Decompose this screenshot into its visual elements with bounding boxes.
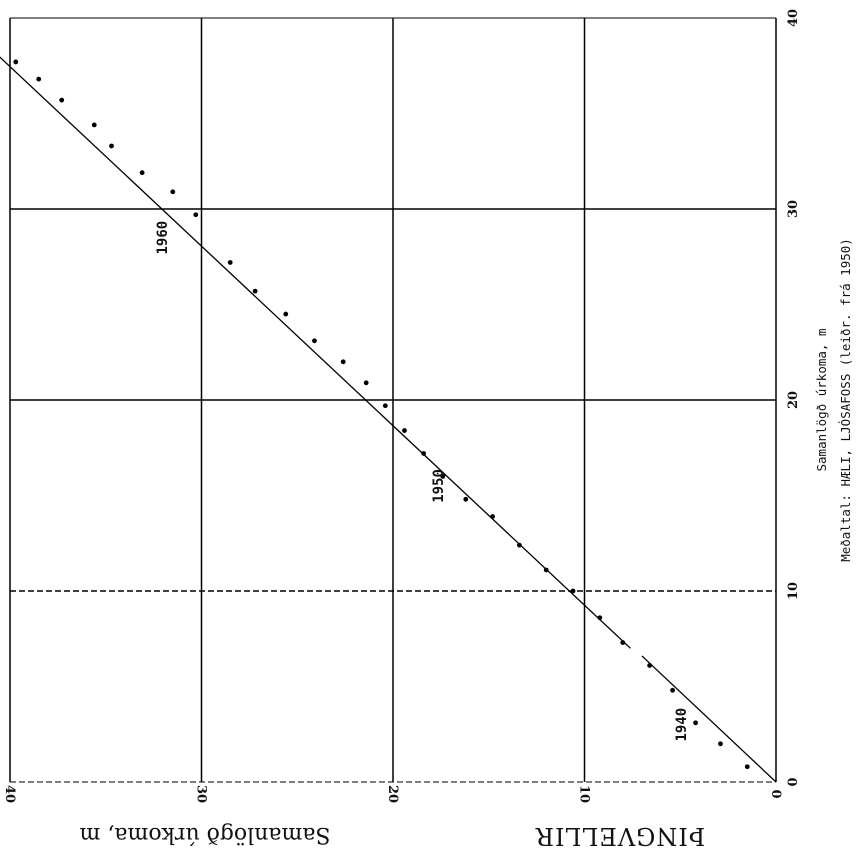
data-point [312,338,317,344]
grid [9,17,777,783]
data-point [570,588,576,594]
year-label: 1960 [155,221,171,255]
data-point [718,741,723,747]
data-point [382,403,388,409]
data-point [193,212,199,218]
bottom-axis-label: Samanlögð úrkoma, m [79,822,330,847]
y-tick-label: 30 [194,785,209,803]
data-point [440,474,446,479]
fit-line-0 [641,655,777,783]
station-title: ÞINGVELLIR [535,822,705,850]
data-point [402,428,407,433]
data-point [227,260,233,265]
right-axis-label-line1: Samanlögð úrkoma, m [814,329,829,472]
data-point [340,359,346,365]
right-axis-label-group: Samanlögð úrkoma, m Meðaltal: HÆLI, LJÓS… [814,238,853,562]
data-point [543,567,549,573]
year-label: 1950 [431,469,447,503]
tick-labels: 0 10 20 30 40 0 10 20 30 40 [2,9,801,803]
y-tick-label: 20 [385,785,400,803]
x-tick-label: 0 [786,777,801,786]
data-points [13,59,750,770]
data-point [252,288,258,294]
data-point [693,720,698,726]
data-point [13,59,19,65]
x-tick-label: 40 [786,9,801,27]
y-tick-label: 10 [577,785,592,803]
data-point [516,542,522,548]
x-tick-label: 10 [786,582,801,600]
data-point [283,311,289,317]
data-point [620,640,626,645]
data-point [170,189,176,195]
data-point [139,170,145,176]
data-point [647,663,653,668]
data-point [109,143,114,149]
fit-line-1 [0,56,631,649]
data-point [363,380,369,386]
data-point [463,496,469,502]
data-point [744,764,750,770]
data-point [421,451,427,456]
year-annotations: 1940 1950 1960 [155,221,690,742]
data-point [59,97,65,103]
data-point [597,615,603,621]
y-tick-label: 0 [768,789,783,798]
data-point [670,687,675,693]
right-axis-label-line2: Meðaltal: HÆLI, LJÓSAFOSS (leiðr. frá 19… [838,238,853,562]
year-label: 1940 [674,708,690,742]
fit-lines [0,56,777,783]
data-point [490,514,495,519]
data-point [36,76,42,82]
x-tick-label: 30 [786,200,801,218]
x-tick-label: 20 [786,391,801,409]
y-tick-label: 40 [2,785,17,803]
data-point [91,122,97,128]
